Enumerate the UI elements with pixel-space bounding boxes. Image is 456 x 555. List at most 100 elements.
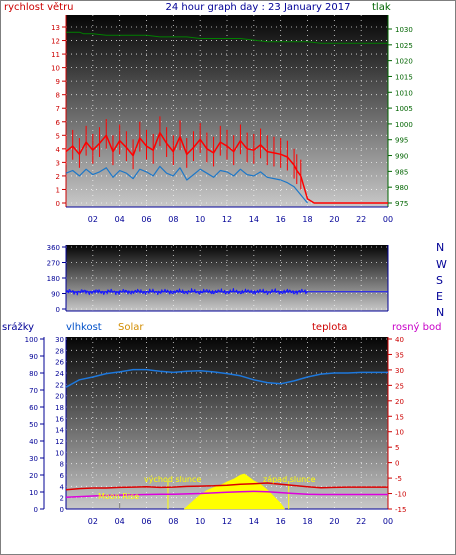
x-tick-label: 10 <box>195 215 205 224</box>
wind-average-series <box>65 165 308 204</box>
humidity-tick-label: 6 <box>60 472 65 480</box>
temperature-axis-title: teplota <box>312 322 347 333</box>
compass-label-e: E <box>436 290 443 303</box>
temperature-tick-label: -10 <box>395 491 406 499</box>
humidity-tick-label: 20 <box>55 393 64 401</box>
wind-tick-label: 9 <box>56 78 60 86</box>
chart-title: 24 hour graph day : 23 January 2017 <box>166 2 351 13</box>
compass-label-w: W <box>436 258 447 271</box>
rain-tick-label: 0 <box>34 506 38 514</box>
pressure-series <box>66 31 388 44</box>
direction-tick-label: 90 <box>51 291 60 299</box>
x-tick-label: 04 <box>115 517 125 526</box>
pressure-tick-label: 1005 <box>395 105 413 113</box>
x-tick-label: 22 <box>356 517 366 526</box>
humidity-tick-label: 14 <box>55 427 64 435</box>
x-tick-label: 00 <box>383 215 393 224</box>
humidity-tick-label: 26 <box>55 359 64 367</box>
x-tick-label: 14 <box>249 517 259 526</box>
wind-tick-label: 13 <box>51 24 60 32</box>
temperature-tick-label: 0 <box>395 460 399 468</box>
temperature-tick-label: 25 <box>395 382 404 390</box>
x-tick-label: 06 <box>141 517 151 526</box>
humidity-tick-label: 12 <box>55 438 64 446</box>
x-tick-label: 20 <box>329 517 339 526</box>
wind-tick-label: 2 <box>56 173 60 181</box>
temperature-tick-label: 30 <box>395 367 404 375</box>
x-tick-label: 14 <box>249 215 259 224</box>
humidity-tick-label: 28 <box>55 347 64 355</box>
x-tick-label: 12 <box>222 215 232 224</box>
compass-label-n-bottom: N <box>436 306 444 319</box>
wind-tick-label: 0 <box>56 200 60 208</box>
temperature-tick-label: 40 <box>395 336 404 344</box>
temperature-tick-label: 15 <box>395 413 404 421</box>
temperature-tick-label: 5 <box>395 444 399 452</box>
humidity-tick-label: 22 <box>55 381 64 389</box>
humidity-tick-label: 4 <box>60 483 65 491</box>
pressure-tick-label: 1030 <box>395 26 413 34</box>
direction-tick-label: 0 <box>56 306 60 314</box>
pressure-tick-label: 985 <box>395 168 408 176</box>
humidity-tick-label: 18 <box>55 404 64 412</box>
rain-tick-label: 20 <box>29 472 38 480</box>
x-tick-label: 18 <box>302 215 312 224</box>
rain-tick-label: 60 <box>29 404 38 412</box>
direction-tick-label: 180 <box>47 275 60 283</box>
sunset-label: západ slunce <box>263 475 316 484</box>
direction-tick-label: 270 <box>47 260 60 268</box>
wind-tick-label: 4 <box>56 146 61 154</box>
x-tick-label: 10 <box>195 517 205 526</box>
rain-tick-label: 50 <box>29 421 38 429</box>
moonrise-label: Moon Rise <box>98 492 139 501</box>
dewpoint-axis-title: rosný bod <box>392 321 441 333</box>
rain-tick-label: 80 <box>29 370 38 378</box>
wind-tick-label: 5 <box>56 132 60 140</box>
wind-tick-label: 10 <box>51 65 60 73</box>
x-tick-label: 12 <box>222 517 232 526</box>
humidity-tick-label: 8 <box>60 461 64 469</box>
wind-tick-label: 6 <box>56 119 61 127</box>
wind-tick-label: 7 <box>56 105 60 113</box>
rain-tick-label: 100 <box>25 336 38 344</box>
rain-tick-label: 30 <box>29 455 38 463</box>
rain-tick-label: 40 <box>29 438 38 446</box>
dewpoint-series <box>65 490 388 499</box>
temperature-tick-label: -15 <box>395 506 406 514</box>
x-tick-label: 16 <box>276 215 286 224</box>
humidity-series <box>65 368 388 388</box>
compass-label-s: S <box>436 274 443 287</box>
sunrise-label: východ slunce <box>144 475 201 484</box>
pressure-tick-label: 1020 <box>395 58 413 66</box>
temperature-tick-label: -5 <box>395 475 402 483</box>
humidity-tick-label: 10 <box>55 449 64 457</box>
wind-tick-label: 1 <box>56 186 60 194</box>
temperature-series <box>65 482 388 491</box>
direction-tick-label: 360 <box>47 244 60 252</box>
temperature-tick-label: 10 <box>395 429 404 437</box>
rain-tick-label: 90 <box>29 353 38 361</box>
pressure-tick-label: 990 <box>395 153 408 161</box>
humidity-tick-label: 0 <box>60 506 64 514</box>
compass-label-n-top: N <box>436 241 444 254</box>
temperature-tick-label: 35 <box>395 351 404 359</box>
humidity-tick-label: 16 <box>55 415 64 423</box>
pressure-tick-label: 975 <box>395 200 408 208</box>
x-tick-label: 22 <box>356 215 366 224</box>
x-tick-label: 20 <box>329 215 339 224</box>
rain-axis-title: srážky <box>2 321 34 333</box>
rain-tick-label: 70 <box>29 387 38 395</box>
x-tick-label: 08 <box>168 215 178 224</box>
x-tick-label: 18 <box>302 517 312 526</box>
pressure-tick-label: 980 <box>395 184 408 192</box>
pressure-tick-label: 1000 <box>395 121 413 129</box>
wind-tick-label: 11 <box>51 51 60 59</box>
wind-tick-label: 12 <box>51 38 60 46</box>
x-tick-label: 02 <box>88 215 98 224</box>
humidity-tick-label: 30 <box>55 336 64 344</box>
x-tick-label: 08 <box>168 517 178 526</box>
pressure-tick-label: 1025 <box>395 42 413 50</box>
pressure-tick-label: 995 <box>395 137 408 145</box>
x-tick-label: 06 <box>141 215 151 224</box>
